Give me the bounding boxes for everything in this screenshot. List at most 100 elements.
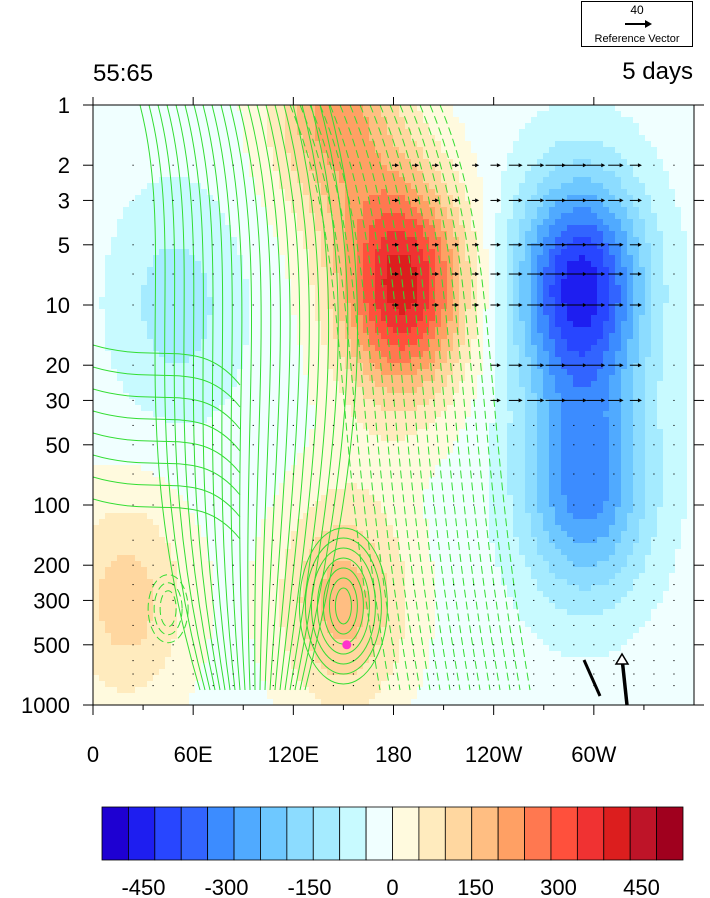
field-cell (117, 477, 124, 484)
field-cell (201, 621, 208, 628)
field-cell (345, 561, 352, 568)
field-cell (375, 519, 382, 526)
field-cell (357, 357, 364, 364)
field-cell (153, 297, 160, 304)
field-cell (165, 687, 172, 694)
field-cell (93, 279, 100, 286)
field-cell (267, 621, 274, 628)
field-cell (225, 603, 232, 610)
field-cell (189, 309, 196, 316)
field-cell (315, 681, 322, 688)
field-cell (237, 303, 244, 310)
field-cell (195, 303, 202, 310)
field-cell (105, 225, 112, 232)
field-cell (351, 645, 358, 652)
field-cell (273, 651, 280, 658)
field-cell (219, 171, 226, 178)
field-cell (297, 393, 304, 400)
field-cell (231, 567, 238, 574)
field-cell (123, 525, 130, 532)
field-cell (333, 453, 340, 460)
field-cell (135, 153, 142, 160)
field-cell (147, 339, 154, 346)
field-cell (333, 441, 340, 448)
field-cell (369, 615, 376, 622)
field-cell (231, 435, 238, 442)
field-cell (237, 183, 244, 190)
field-cell (297, 249, 304, 256)
field-cell (327, 435, 334, 442)
field-cell (123, 345, 130, 352)
field-cell (117, 147, 124, 154)
field-cell (225, 147, 232, 154)
field-cell (321, 273, 328, 280)
field-cell (99, 303, 106, 310)
field-cell (387, 159, 394, 166)
field-cell (261, 207, 268, 214)
field-cell (255, 165, 262, 172)
field-cell (345, 183, 352, 190)
field-cell (195, 345, 202, 352)
field-cell (333, 435, 340, 442)
field-cell (303, 207, 310, 214)
field-cell (105, 423, 112, 430)
field-cell (117, 669, 124, 676)
field-cell (351, 153, 358, 160)
field-cell (255, 207, 262, 214)
field-cell (237, 651, 244, 658)
field-cell (207, 555, 214, 562)
field-cell (279, 411, 286, 418)
field-cell (207, 393, 214, 400)
field-cell (189, 165, 196, 172)
field-cell (201, 567, 208, 574)
field-cell (309, 111, 316, 118)
field-cell (153, 147, 160, 154)
field-cell (387, 501, 394, 508)
field-cell (99, 243, 106, 250)
field-cell (213, 417, 220, 424)
field-cell (357, 537, 364, 544)
field-cell (147, 501, 154, 508)
field-cell (207, 441, 214, 448)
field-cell (357, 549, 364, 556)
field-cell (159, 507, 166, 514)
field-cell (123, 567, 130, 574)
field-cell (117, 291, 124, 298)
field-cell (129, 513, 136, 520)
field-cell (111, 381, 118, 388)
field-cell (321, 477, 328, 484)
field-cell (231, 147, 238, 154)
field-cell (357, 525, 364, 532)
field-cell (303, 381, 310, 388)
field-cell (309, 135, 316, 142)
field-cell (129, 573, 136, 580)
field-cell (207, 195, 214, 202)
field-cell (147, 141, 154, 148)
field-cell (345, 435, 352, 442)
field-cell (147, 393, 154, 400)
field-cell (153, 513, 160, 520)
field-cell (357, 189, 364, 196)
field-cell (243, 279, 250, 286)
field-cell (315, 549, 322, 556)
field-cell (339, 117, 346, 124)
field-cell (201, 495, 208, 502)
field-cell (93, 345, 100, 352)
field-cell (207, 177, 214, 184)
field-cell (141, 117, 148, 124)
field-cell (369, 507, 376, 514)
field-cell (159, 225, 166, 232)
field-cell (279, 177, 286, 184)
field-cell (327, 429, 334, 436)
field-cell (147, 453, 154, 460)
field-cell (297, 417, 304, 424)
field-cell (255, 513, 262, 520)
field-cell (225, 453, 232, 460)
field-cell (189, 321, 196, 328)
field-cell (141, 333, 148, 340)
field-cell (117, 261, 124, 268)
field-cell (387, 297, 394, 304)
field-cell (177, 501, 184, 508)
field-cell (93, 585, 100, 592)
